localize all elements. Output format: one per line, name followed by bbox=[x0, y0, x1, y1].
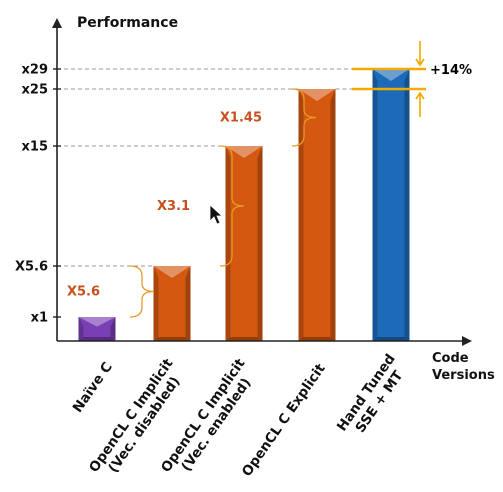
bar-bevel bbox=[298, 89, 336, 101]
bar bbox=[225, 146, 263, 341]
bar-edge bbox=[185, 266, 191, 341]
bar bbox=[153, 266, 191, 341]
bar-edge bbox=[372, 69, 378, 341]
multiplier-label: X1.45 bbox=[220, 111, 262, 126]
bar-edge bbox=[298, 89, 304, 341]
bar-edge bbox=[78, 337, 116, 341]
bar-edge bbox=[110, 317, 116, 341]
bar-body bbox=[153, 266, 191, 341]
up-arrow-icon bbox=[415, 91, 425, 117]
bar-edge bbox=[153, 266, 159, 341]
y-tick-label: x1 bbox=[31, 311, 48, 326]
category-label-line: OpenCL C Implicit bbox=[158, 355, 249, 475]
y-tick-label: x15 bbox=[22, 140, 48, 155]
category-label: Naïve C bbox=[70, 359, 116, 415]
bar-edge bbox=[404, 69, 410, 341]
multiplier-label: X5.6 bbox=[67, 285, 100, 300]
y-tick-label: X5.6 bbox=[15, 260, 48, 275]
bar bbox=[298, 89, 336, 341]
bar-body bbox=[225, 146, 263, 341]
bar-body bbox=[298, 89, 336, 341]
y-tick-label: x25 bbox=[22, 83, 48, 98]
multiplier-label: X3.1 bbox=[157, 199, 190, 214]
bar-bevel bbox=[225, 146, 263, 158]
mouse-cursor-icon bbox=[209, 204, 224, 225]
bar-edge bbox=[298, 337, 336, 341]
bar bbox=[372, 69, 410, 341]
bar-edge bbox=[225, 146, 231, 341]
down-arrow-icon bbox=[415, 41, 425, 67]
brace bbox=[291, 88, 317, 147]
bar-edge bbox=[330, 89, 336, 341]
category-label-line: OpenCL C Explicit bbox=[239, 360, 329, 479]
category-label: Hand TunedSSE + MT bbox=[334, 351, 412, 443]
y-tick-label: x29 bbox=[22, 63, 48, 78]
bar-edge bbox=[78, 317, 84, 341]
brace bbox=[219, 145, 245, 267]
brace bbox=[129, 265, 155, 318]
bar-bevel bbox=[153, 266, 191, 278]
x-axis-title-line-2: Versions bbox=[432, 368, 495, 383]
category-label-line: Naïve C bbox=[70, 359, 116, 415]
bar-body bbox=[372, 69, 410, 341]
bar bbox=[78, 317, 116, 341]
improvement-label: +14% bbox=[430, 63, 472, 78]
bar-bevel bbox=[372, 69, 410, 81]
bar-edge bbox=[225, 337, 263, 341]
bar-edge bbox=[372, 337, 410, 341]
y-axis-title: Performance bbox=[77, 15, 178, 31]
x-axis-title: Code Versions bbox=[432, 351, 495, 383]
x-axis-title-line-1: Code bbox=[432, 351, 469, 366]
bar-edge bbox=[153, 337, 191, 341]
bar-edge bbox=[257, 146, 263, 341]
bar-bevel bbox=[78, 317, 116, 327]
category-label: OpenCL C Explicit bbox=[239, 360, 329, 479]
